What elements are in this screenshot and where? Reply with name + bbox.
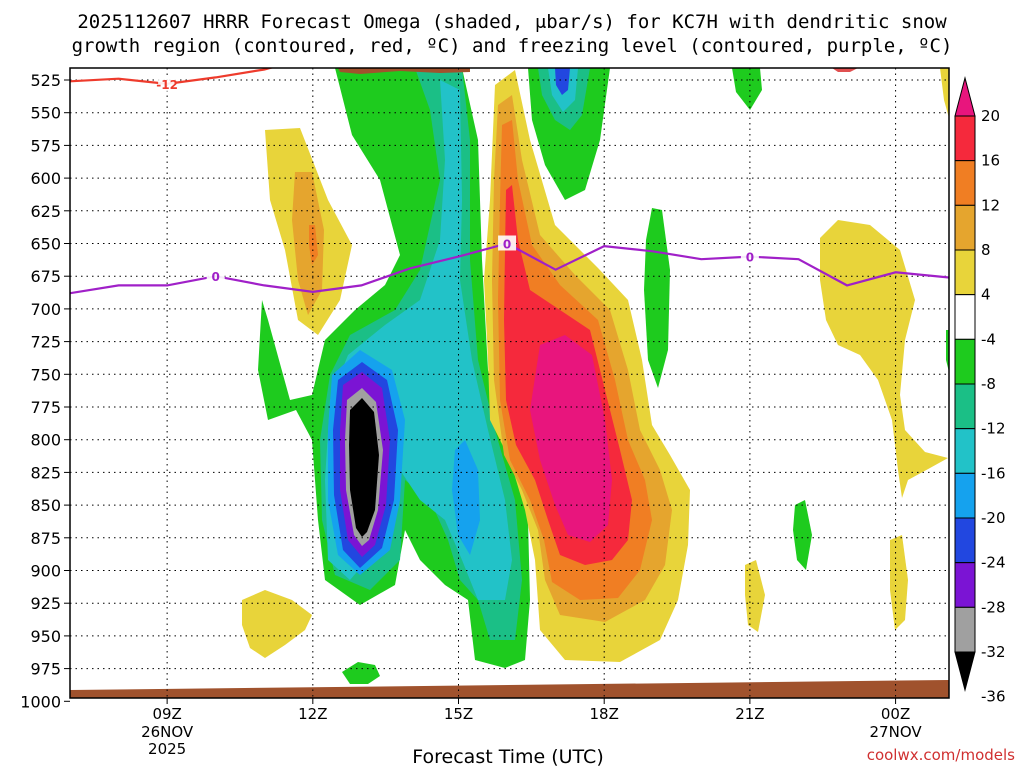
omega-region-top-right-green [732, 68, 762, 110]
x-tick-date-09Z: 26NOV [141, 723, 194, 741]
plot-area: -12 0 0 0 [70, 68, 949, 698]
omega-region-positive-20-main [530, 335, 612, 542]
x-tick-label-18Z: 18Z [590, 705, 619, 723]
colorbar-swatch-3 [954, 204, 976, 251]
omega-shading [242, 68, 949, 684]
omega-region-negative-16b [452, 440, 480, 555]
x-axis-label: Forecast Time (UTC) [412, 746, 603, 768]
omega-region-right-green2 [793, 500, 812, 570]
y-tick-label-800: 800 [30, 431, 61, 450]
colorbar-label-2: 12 [981, 196, 1000, 214]
x-tick-label-00Z: 00Z [881, 705, 910, 723]
colorbar-label-0: 20 [981, 107, 1000, 125]
y-tick-label-625: 625 [30, 202, 61, 221]
colorbar-swatch-8 [954, 428, 976, 474]
colorbar-label-9: -20 [981, 509, 1006, 527]
freezing-level-label-0: 0 [212, 270, 220, 284]
colorbar-label-8: -16 [981, 464, 1006, 482]
colorbar-swatch-4 [954, 249, 976, 296]
y-tick-label-700: 700 [30, 300, 61, 319]
omega-region-top-blue [555, 68, 570, 95]
y-tick-label-600: 600 [30, 169, 61, 188]
colorbar-swatch-9 [954, 472, 976, 519]
freezing-level-contour: 0 0 0 [70, 235, 949, 295]
colorbar-label-10: -24 [981, 554, 1006, 572]
freezing-level-label-2: 0 [746, 251, 754, 265]
x-tick-label-12Z: 12Z [298, 705, 327, 723]
omega-region-top-edge [338, 68, 470, 74]
x-tick-year-09Z: 2025 [148, 740, 186, 758]
credit-text: coolwx.com/models [867, 746, 1015, 764]
y-tick-label-975: 975 [30, 660, 61, 679]
colorbar-swatch-6 [954, 338, 976, 385]
omega-region-bottom-left-yellow [242, 590, 312, 658]
plot-frame [69, 67, 950, 699]
y-tick-label-875: 875 [30, 529, 61, 548]
y-tick-label-675: 675 [30, 267, 61, 286]
freezing-level-label-bg-0 [206, 268, 225, 284]
x-tick-label-21Z: 21Z [735, 705, 764, 723]
dgz-label-0: -12 [156, 78, 178, 92]
omega-region-bottom-green [342, 662, 380, 684]
omega-region-top-edge2 [832, 68, 858, 72]
y-axis: 525 550 575 600 625 650 675 700 725 750 775 800 825 8… [20, 71, 70, 711]
y-tick-label-550: 550 [30, 104, 61, 123]
colorbar-label-1: 16 [981, 152, 1000, 170]
colorbar-label-4: 4 [981, 286, 991, 304]
colorbar-swatch-5 [954, 294, 976, 340]
omega-region-right-yellow2 [890, 535, 908, 630]
y-tick-label-900: 900 [30, 562, 61, 581]
y-tick-label-750: 750 [30, 365, 61, 384]
chart-title-line2: growth region (contoured, red, ºC) and f… [72, 35, 953, 57]
terrain-ground [70, 680, 949, 698]
freezing-level-label-bg-2 [740, 248, 759, 264]
colorbar-swatch-11 [954, 562, 976, 608]
dgz-contour: -12 [70, 68, 275, 92]
y-tick-label-650: 650 [30, 235, 61, 254]
gridlines [70, 68, 949, 698]
colorbar-label-6: -8 [981, 375, 996, 393]
x-tick-label-09Z: 09Z [152, 705, 181, 723]
omega-region-positive-12 [309, 225, 318, 265]
colorbar-swatch-1 [954, 115, 976, 162]
x-tick-label-15Z: 15Z [444, 705, 473, 723]
colorbar-swatch-top [954, 76, 976, 117]
colorbar-swatch-10 [954, 517, 976, 564]
colorbar-label-13: -36 [981, 688, 1006, 706]
y-tick-label-850: 850 [30, 496, 61, 515]
dgz-label-bg-0 [158, 75, 177, 91]
colorbar-swatch-7 [954, 383, 976, 430]
y-tick-label-575: 575 [30, 136, 61, 155]
y-tick-label-925: 925 [30, 594, 61, 613]
colorbar-swatch-12 [954, 606, 976, 653]
colorbar-label-7: -12 [981, 420, 1006, 438]
chart-title-line1: 2025112607 HRRR Forecast Omega (shaded, … [77, 11, 947, 33]
colorbar-label-5: -4 [981, 330, 996, 348]
y-tick-label-525: 525 [30, 71, 61, 90]
colorbar-swatch-bottom [954, 651, 976, 692]
colorbar-label-12: -32 [981, 643, 1006, 661]
omega-region-right-yellow [820, 220, 948, 498]
y-tick-label-725: 725 [30, 333, 61, 352]
omega-region-negative-36 [349, 398, 379, 537]
freezing-level-label-bg-1 [498, 235, 517, 251]
colorbar: 20 16 12 8 4 -4 -8 -12 -16 -20 -24 -28 -32 -36 [954, 76, 1006, 706]
y-tick-label-825: 825 [30, 463, 61, 482]
y-tick-label-950: 950 [30, 627, 61, 646]
colorbar-label-11: -28 [981, 598, 1006, 616]
colorbar-label-3: 8 [981, 241, 991, 259]
dgz-line [70, 68, 275, 86]
omega-region-top-right-yellow [940, 68, 949, 118]
freezing-level-label-1: 0 [503, 238, 511, 252]
x-tick-date-00Z: 27NOV [870, 723, 923, 741]
y-tick-label-1000: 1000 [20, 692, 61, 711]
colorbar-swatch-2 [954, 160, 976, 206]
y-tick-label-775: 775 [30, 398, 61, 417]
